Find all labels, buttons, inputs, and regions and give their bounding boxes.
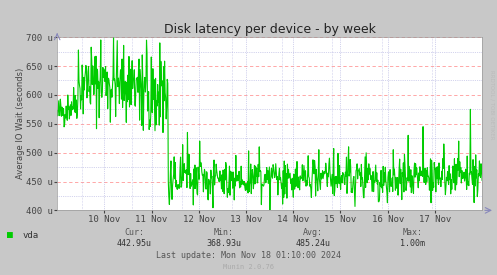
- Title: Disk latency per device - by week: Disk latency per device - by week: [164, 23, 376, 36]
- Text: 368.93u: 368.93u: [206, 239, 241, 248]
- Text: 442.95u: 442.95u: [117, 239, 152, 248]
- Text: 485.24u: 485.24u: [296, 239, 331, 248]
- Text: 1.00m: 1.00m: [400, 239, 425, 248]
- Text: Munin 2.0.76: Munin 2.0.76: [223, 264, 274, 270]
- Y-axis label: Average IO Wait (seconds): Average IO Wait (seconds): [16, 68, 25, 179]
- Text: Last update: Mon Nov 18 01:10:00 2024: Last update: Mon Nov 18 01:10:00 2024: [156, 251, 341, 260]
- Text: Max:: Max:: [403, 228, 422, 237]
- Text: Cur:: Cur:: [124, 228, 144, 237]
- Text: ■: ■: [7, 230, 13, 240]
- Text: Avg:: Avg:: [303, 228, 323, 237]
- Text: Min:: Min:: [214, 228, 234, 237]
- Text: RRDTOOL / TOBI OETIKER: RRDTOOL / TOBI OETIKER: [490, 70, 495, 139]
- Text: vda: vda: [22, 231, 38, 240]
